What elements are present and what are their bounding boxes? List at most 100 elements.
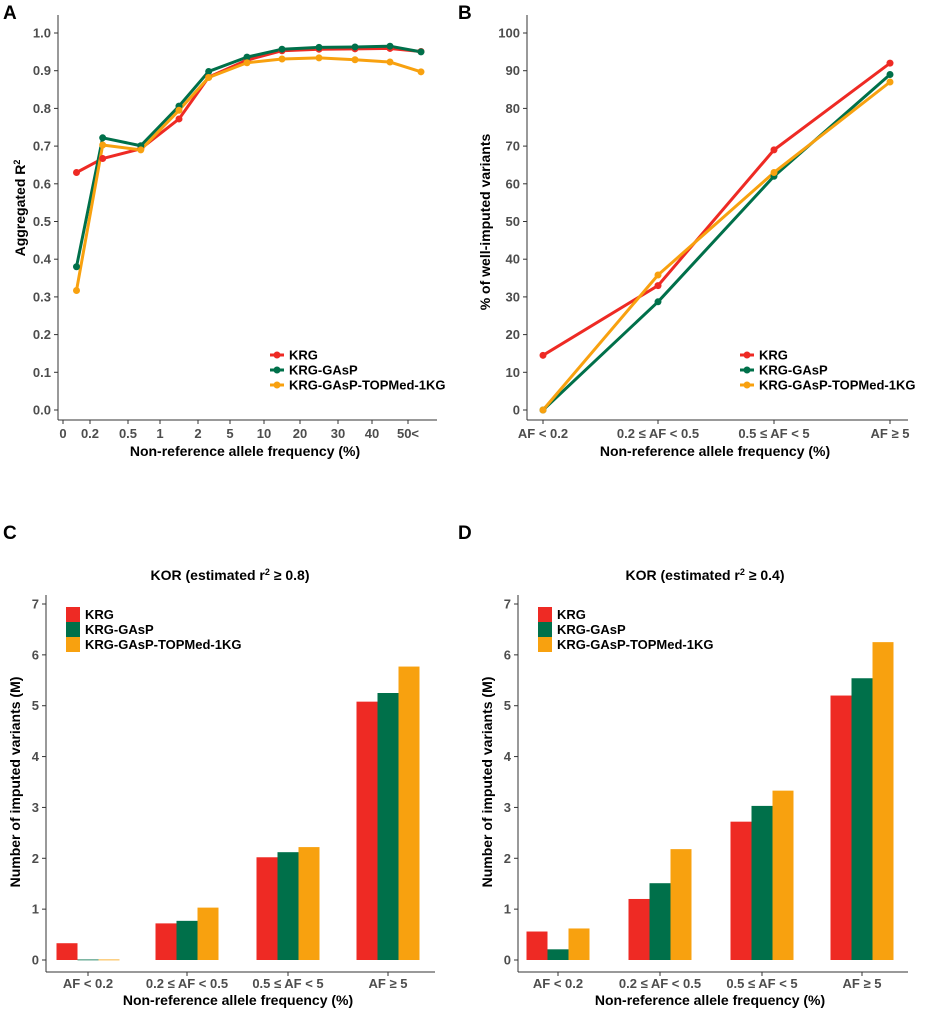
x-tick-label: 2: [194, 426, 201, 441]
data-point-krg-gasp-topmed-1kg: [417, 68, 425, 76]
bar-krg-gasp-topmed-1kg: [197, 907, 219, 960]
legend-label-krg: KRG: [289, 348, 318, 363]
x-tick-label: 0.5 ≤ AF < 5: [726, 976, 797, 991]
bar-krg: [830, 695, 852, 960]
x-tick-label: AF < 0.2: [533, 976, 583, 991]
data-point-krg-gasp-topmed-1kg: [886, 78, 894, 86]
bar-krg-gasp-topmed-1kg: [670, 849, 692, 960]
legend-label-krg: KRG: [557, 607, 586, 622]
x-tick-label: 0: [59, 426, 66, 441]
y-tick-label: 6: [504, 647, 511, 662]
bar-krg-gasp: [377, 693, 399, 960]
y-tick-label: 40: [506, 252, 520, 267]
chart-title-d: KOR (estimated r2 ≥ 0.4): [626, 567, 785, 583]
x-tick-label: 1: [156, 426, 163, 441]
y-tick-label: 0: [513, 403, 520, 418]
y-tick-label: 1.0: [33, 26, 51, 41]
x-axis-title-c: Non-reference allele frequency (%): [123, 992, 353, 1008]
bar-krg-gasp-topmed-1kg: [298, 847, 320, 960]
y-tick-label: 2: [32, 851, 39, 866]
y-tick-label: 1: [504, 902, 511, 917]
bar-krg-gasp: [649, 883, 671, 960]
y-tick-label: 4: [504, 749, 512, 764]
legend-key-dot-krg-gasp: [273, 366, 281, 374]
y-tick-label: 3: [32, 800, 39, 815]
legend-label-krg-gasp: KRG-GAsP: [557, 622, 626, 637]
legend-key-dot-krg: [743, 351, 751, 359]
y-tick-label: 20: [506, 327, 520, 342]
bar-krg-gasp: [277, 852, 299, 960]
y-tick-label: 0.8: [33, 101, 51, 116]
x-tick-label: AF ≥ 5: [843, 976, 882, 991]
chart-title-d-prefix: KOR (estimated r: [626, 567, 741, 583]
y-tick-label: 80: [506, 101, 520, 116]
legend-label-krg-gasp-topmed-1kg: KRG-GAsP-TOPMed-1KG: [85, 637, 242, 652]
legend-key-dot-krg-gasp-topmed-1kg: [743, 381, 751, 389]
x-tick-label: 0.5 ≤ AF < 5: [738, 426, 809, 441]
y-tick-label: 0.1: [33, 365, 51, 380]
data-point-krg-gasp-topmed-1kg: [137, 146, 145, 154]
bar-krg: [56, 943, 78, 960]
data-point-krg: [73, 168, 80, 176]
bar-krg-gasp: [851, 678, 873, 960]
data-point-krg: [539, 351, 547, 359]
x-axis-title-d: Non-reference allele frequency (%): [595, 992, 825, 1008]
x-tick-label: 5: [226, 426, 233, 441]
data-point-krg-gasp-topmed-1kg: [351, 56, 359, 64]
bar-krg-gasp-topmed-1kg: [872, 642, 894, 960]
x-tick-label: AF < 0.2: [63, 976, 113, 991]
series-line-krg: [542, 61, 891, 357]
panel-letter-b: B: [458, 3, 472, 24]
panel-b: B % of well-imputed variants Non-referen…: [458, 3, 916, 459]
data-point-krg-gasp: [278, 45, 286, 53]
y-axis-title-a-sup: 2: [12, 160, 22, 165]
bar-krg: [526, 931, 548, 960]
legend-key-krg-gasp-topmed-1kg: [66, 637, 80, 652]
data-point-krg: [886, 59, 894, 67]
x-axis-title-b: Non-reference allele frequency (%): [600, 443, 830, 459]
series-line-krg-gasp: [541, 73, 891, 412]
x-tick-label: 40: [365, 426, 379, 441]
data-point-krg-gasp: [417, 48, 425, 56]
panel-letter-c: C: [3, 523, 17, 544]
panel-a: A Aggregated R2 Non-reference allele fre…: [3, 3, 446, 459]
bar-krg-gasp: [176, 920, 198, 960]
y-tick-label: 0.2: [33, 327, 51, 342]
chart-title-c-suffix: ≥ 0.8): [270, 567, 310, 583]
y-tick-label: 0: [504, 953, 511, 968]
data-point-krg-gasp-topmed-1kg: [539, 406, 547, 414]
data-point-krg-gasp-topmed-1kg: [278, 55, 286, 63]
series-line-krg-gasp: [75, 44, 422, 268]
chart-title-c-prefix: KOR (estimated r: [151, 567, 266, 583]
data-point-krg: [654, 282, 662, 290]
y-tick-label: 0.9: [33, 63, 51, 78]
legend-key-krg: [66, 607, 80, 622]
y-tick-label: 0.3: [33, 289, 51, 304]
legend-key-dot-krg-gasp: [743, 366, 751, 374]
data-point-krg-gasp-topmed-1kg: [386, 58, 394, 66]
y-tick-label: 50: [506, 214, 520, 229]
series-line-krg-gasp-topmed-1kg: [75, 56, 422, 291]
bar-krg-gasp-topmed-1kg: [98, 959, 120, 961]
y-tick-label: 0.7: [33, 139, 51, 154]
y-tick-label: 90: [506, 63, 520, 78]
data-point-krg-gasp-topmed-1kg: [73, 286, 80, 294]
panel-c: C KOR (estimated r2 ≥ 0.8) Number of imp…: [3, 523, 435, 1008]
bar-krg: [155, 923, 177, 960]
x-tick-label: AF ≥ 5: [871, 426, 910, 441]
bar-krg-gasp: [751, 805, 773, 960]
data-point-krg-gasp: [654, 298, 662, 306]
legend-key-dot-krg: [273, 351, 281, 359]
y-tick-label: 70: [506, 139, 520, 154]
data-point-krg-gasp: [99, 134, 107, 142]
data-point-krg-gasp: [315, 43, 323, 51]
data-point-krg: [770, 146, 778, 154]
data-point-krg-gasp-topmed-1kg: [315, 54, 323, 62]
y-tick-label: 7: [504, 597, 511, 612]
x-tick-label: 50<: [397, 426, 419, 441]
bar-krg: [730, 821, 752, 960]
data-point-krg-gasp: [243, 53, 251, 61]
y-tick-label: 1: [32, 902, 39, 917]
y-tick-label: 7: [32, 597, 39, 612]
x-tick-label: 0.2 ≤ AF < 0.5: [617, 426, 699, 441]
